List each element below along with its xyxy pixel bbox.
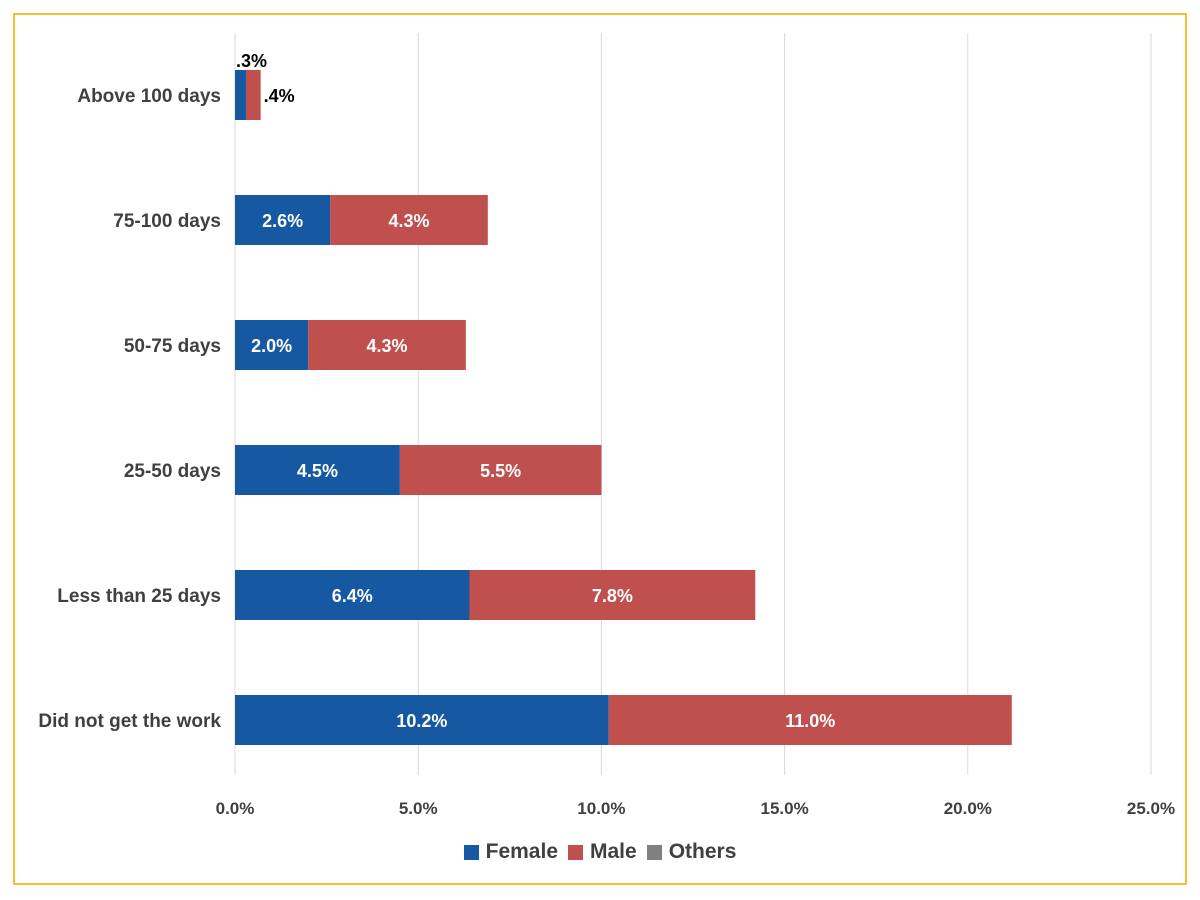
data-label: 2.0% <box>251 336 292 356</box>
data-label: .3% <box>236 51 267 71</box>
data-label: 6.4% <box>332 586 373 606</box>
category-label: Did not get the work <box>38 711 221 732</box>
category-label: Above 100 days <box>77 86 221 107</box>
chart-legend: Female Male Others <box>0 840 1200 864</box>
data-label: 4.5% <box>297 461 338 481</box>
bar-female <box>235 195 331 245</box>
data-label: 11.0% <box>785 711 835 731</box>
bar-male <box>245 70 261 120</box>
legend-swatch-male <box>568 844 583 860</box>
x-tick-label: 10.0% <box>577 799 625 818</box>
data-label: 4.3% <box>389 211 430 231</box>
bar-female <box>235 320 309 370</box>
x-tick-label: 5.0% <box>399 799 438 818</box>
x-tick-label: 15.0% <box>760 799 808 818</box>
bar-male <box>399 445 602 495</box>
category-label: 25-50 days <box>124 461 221 482</box>
data-label: 4.3% <box>367 336 408 356</box>
bar-male <box>469 570 756 620</box>
bar-male <box>608 695 1012 745</box>
data-label: .4% <box>264 86 295 106</box>
bar-male <box>330 195 488 245</box>
data-label: 2.6% <box>262 211 303 231</box>
legend-label-female: Female <box>485 840 558 863</box>
legend-item-others: Others <box>646 840 737 864</box>
category-label: Less than 25 days <box>57 586 221 607</box>
legend-swatch-female <box>463 844 479 860</box>
bar-female <box>235 70 246 120</box>
legend-swatch-others <box>646 844 662 860</box>
bar-female <box>235 445 400 495</box>
legend-item-male: Male <box>568 840 637 864</box>
bar-female <box>235 695 609 745</box>
x-tick-label: 25.0% <box>1127 799 1175 818</box>
data-label: 10.2% <box>396 711 447 731</box>
category-label: 50-75 days <box>124 336 221 357</box>
legend-label-male: Male <box>590 840 637 863</box>
data-label: 5.5% <box>480 461 521 481</box>
category-label: 75-100 days <box>113 211 221 232</box>
x-tick-label: 20.0% <box>944 799 992 818</box>
bar-female <box>235 570 470 620</box>
data-label: 7.8% <box>592 586 633 606</box>
legend-item-female: Female <box>463 840 558 864</box>
bar-male <box>308 320 466 370</box>
legend-label-others: Others <box>668 840 737 863</box>
x-tick-label: 0.0% <box>216 799 255 818</box>
